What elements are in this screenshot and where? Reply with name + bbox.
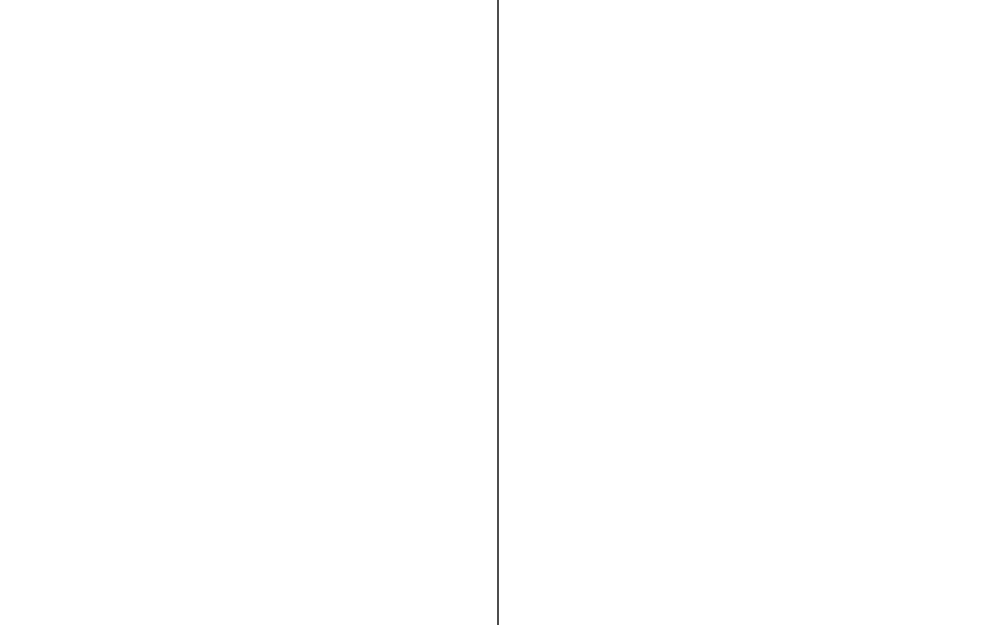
chart-dual-break-only: [0, 0, 300, 150]
panel-divider: [497, 0, 499, 625]
